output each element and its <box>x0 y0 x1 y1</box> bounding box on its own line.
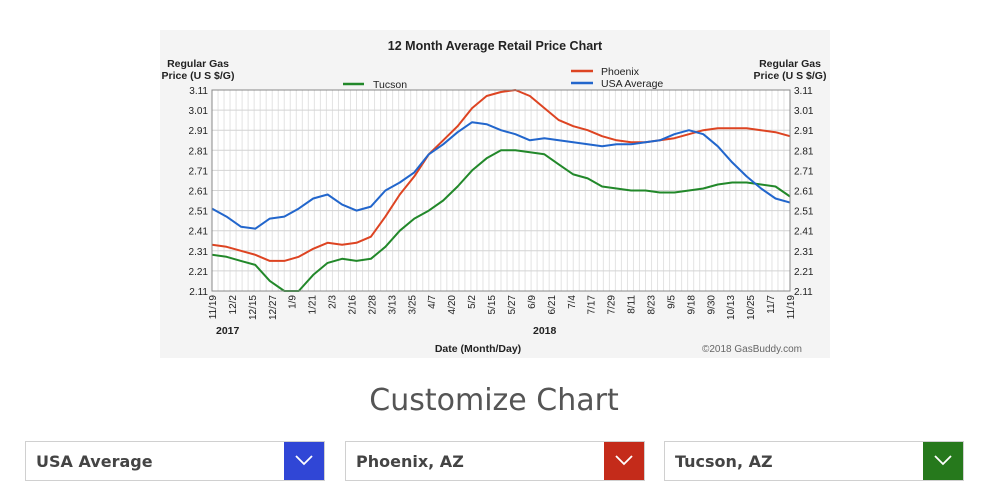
y-tick-label-left: 3.01 <box>189 106 209 117</box>
chart-legend: Tucson Phoenix USA Average <box>343 66 663 91</box>
series-select-phoenix[interactable]: Phoenix, AZ <box>345 441 645 481</box>
y-axis-label-left: Regular Gas Price (U S $/G) <box>162 58 235 82</box>
y-tick-label-left: 2.21 <box>189 267 209 278</box>
y-tick-label-right: 2.61 <box>794 187 814 198</box>
chevron-down-icon <box>615 455 633 466</box>
chevron-down-icon <box>295 455 313 466</box>
x-tick-label: 2/28 <box>367 295 378 315</box>
y-tick-label-left: 2.41 <box>189 227 209 238</box>
year-label-2018: 2018 <box>533 325 557 337</box>
series-select-usa-average[interactable]: USA Average <box>25 441 325 481</box>
series-select-tucson[interactable]: Tucson, AZ <box>664 441 964 481</box>
y-tick-label-right: 2.41 <box>794 227 814 238</box>
y-tick-label-right: 2.71 <box>794 166 814 177</box>
customize-chart-heading: Customize Chart <box>369 383 619 418</box>
x-tick-label: 8/23 <box>646 295 657 315</box>
series-select-label: Tucson, AZ <box>675 452 773 471</box>
x-tick-label: 7/4 <box>567 295 578 309</box>
x-tick-label: 9/18 <box>686 295 697 315</box>
x-tick-label: 11/19 <box>208 295 219 320</box>
x-tick-label: 2/3 <box>328 295 339 309</box>
x-tick-label: 10/13 <box>726 295 737 320</box>
legend-label-phoenix: Phoenix <box>601 66 640 78</box>
y-tick-label-left: 2.31 <box>189 247 209 258</box>
x-tick-label: 9/30 <box>706 295 717 315</box>
x-axis-label: Date (Month/Day) <box>435 343 521 355</box>
y-tick-label-left: 2.11 <box>189 287 208 298</box>
year-label-2017: 2017 <box>216 325 240 337</box>
x-tick-label: 8/11 <box>627 295 638 314</box>
y-tick-label-right: 2.11 <box>794 287 813 298</box>
plot-border <box>211 89 791 292</box>
x-tick-label: 10/25 <box>746 295 757 320</box>
dropdown-button[interactable] <box>284 442 324 480</box>
series-line-phoenix <box>211 89 791 262</box>
x-tick-label: 9/5 <box>666 295 677 309</box>
x-tick-label: 6/9 <box>527 295 538 309</box>
x-tick-label: 6/21 <box>547 295 558 315</box>
y-tick-label-right: 2.21 <box>794 267 814 278</box>
x-tick-label: 4/7 <box>427 295 438 309</box>
y-tick-label-right: 2.91 <box>794 126 814 137</box>
x-tick-label: 2/16 <box>348 295 359 315</box>
y-tick-label-left: 2.61 <box>189 187 209 198</box>
x-tick-label: 3/13 <box>387 295 398 315</box>
price-chart-svg: 3.11 3.11 3.01 3.01 2.91 2.91 2.81 2.81 2.71 2.71… <box>162 39 827 355</box>
series-select-label: USA Average <box>36 452 153 471</box>
chart-title: 12 Month Average Retail Price Chart <box>388 39 603 53</box>
y-tick-label-right: 2.81 <box>794 146 814 157</box>
x-tick-label: 3/25 <box>407 295 418 315</box>
x-tick-label: 11/19 <box>786 295 797 320</box>
y-tick-label-left: 2.91 <box>189 126 209 137</box>
x-tick-label: 4/20 <box>447 295 458 315</box>
series-line-tucson <box>211 149 791 292</box>
chevron-down-icon <box>934 455 952 466</box>
x-tick-label: 12/15 <box>248 295 259 320</box>
price-chart: 3.11 3.11 3.01 3.01 2.91 2.91 2.81 2.81 2.71 2.71… <box>160 30 830 358</box>
x-tick-label: 5/2 <box>467 295 478 309</box>
legend-label-usa-average: USA Average <box>601 78 663 90</box>
y-tick-label-left: 3.11 <box>189 86 208 97</box>
series-select-label: Phoenix, AZ <box>356 452 464 471</box>
x-tick-label: 7/29 <box>607 295 618 315</box>
x-tick-label: 11/7 <box>766 295 777 314</box>
y-tick-label-left: 2.51 <box>189 207 209 218</box>
chart-credit: ©2018 GasBuddy.com <box>702 344 802 355</box>
dropdown-button[interactable] <box>604 442 644 480</box>
x-tick-label: 7/17 <box>587 295 598 315</box>
x-tick-label: 12/2 <box>228 295 239 315</box>
dropdown-button[interactable] <box>923 442 963 480</box>
y-tick-label-right: 3.11 <box>794 86 813 97</box>
y-tick-label-right: 3.01 <box>794 106 814 117</box>
y-tick-label-right: 2.31 <box>794 247 814 258</box>
x-tick-label: 5/15 <box>487 295 498 315</box>
y-tick-label-left: 2.71 <box>189 166 209 177</box>
legend-label-tucson: Tucson <box>373 79 407 91</box>
series-line-usa-average <box>211 121 791 230</box>
y-axis-label-right: Regular Gas Price (U S $/G) <box>754 58 827 82</box>
x-tick-label: 5/27 <box>507 295 518 315</box>
y-tick-label-right: 2.51 <box>794 207 814 218</box>
x-tick-label: 1/21 <box>308 295 319 315</box>
y-tick-label-left: 2.81 <box>189 146 209 157</box>
x-tick-label: 12/27 <box>268 295 279 320</box>
x-tick-label: 1/9 <box>288 295 299 309</box>
